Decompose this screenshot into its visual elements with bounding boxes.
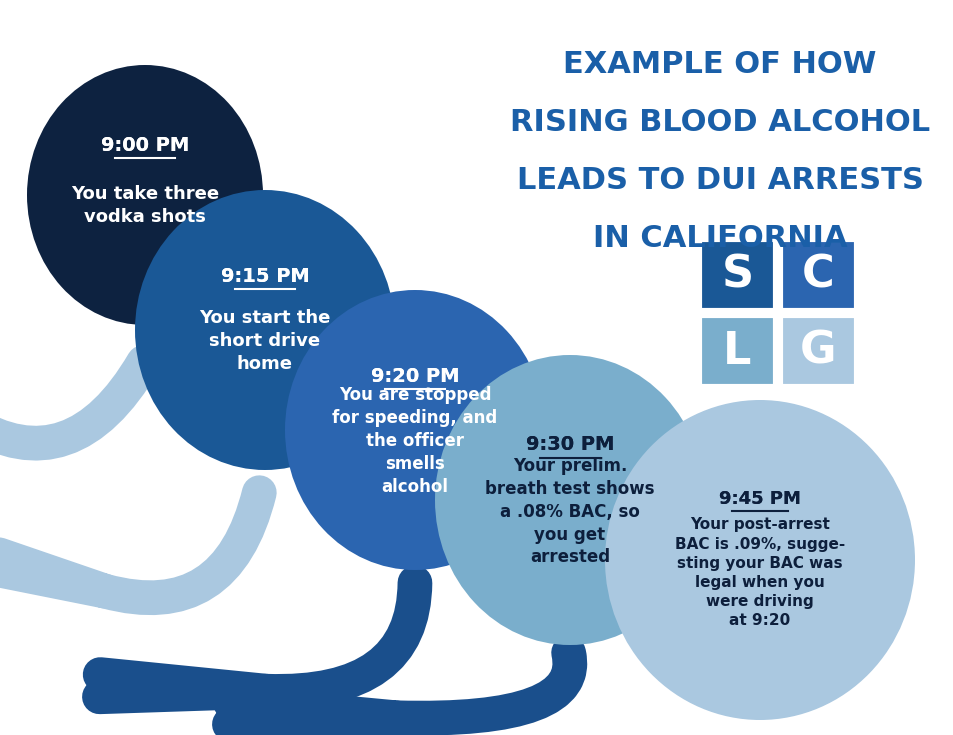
- FancyBboxPatch shape: [781, 316, 855, 386]
- Text: LEADS TO DUI ARRESTS: LEADS TO DUI ARRESTS: [516, 166, 923, 195]
- Text: 9:20 PM: 9:20 PM: [371, 368, 458, 387]
- Text: 9:15 PM: 9:15 PM: [220, 268, 309, 287]
- Text: 9:45 PM: 9:45 PM: [719, 490, 801, 508]
- Text: L: L: [722, 329, 751, 373]
- Text: G: G: [800, 329, 836, 373]
- Text: 9:30 PM: 9:30 PM: [525, 435, 614, 454]
- Ellipse shape: [285, 290, 544, 570]
- Text: RISING BLOOD ALCOHOL: RISING BLOOD ALCOHOL: [510, 108, 929, 137]
- Ellipse shape: [604, 400, 914, 720]
- Text: You start the
short drive
home: You start the short drive home: [199, 309, 331, 373]
- Text: 9:30 PM: 9:30 PM: [525, 435, 614, 454]
- Text: You are stopped
for speeding, and
the officer
smells
alcohol: You are stopped for speeding, and the of…: [332, 387, 497, 496]
- Text: C: C: [801, 254, 834, 296]
- Ellipse shape: [435, 355, 704, 645]
- FancyBboxPatch shape: [781, 240, 855, 310]
- Ellipse shape: [135, 190, 395, 470]
- Ellipse shape: [27, 65, 263, 325]
- Text: 9:15 PM: 9:15 PM: [220, 268, 309, 287]
- Text: You take three
vodka shots: You take three vodka shots: [71, 185, 219, 226]
- Text: Your prelim.
breath test shows
a .08% BAC, so
you get
arrested: Your prelim. breath test shows a .08% BA…: [485, 456, 654, 567]
- Text: Your post-arrest
BAC is .09%, sugge-
sting your BAC was
legal when you
were driv: Your post-arrest BAC is .09%, sugge- sti…: [674, 517, 844, 628]
- Text: EXAMPLE OF HOW: EXAMPLE OF HOW: [562, 50, 876, 79]
- Text: IN CALIFORNIA: IN CALIFORNIA: [592, 224, 846, 253]
- FancyBboxPatch shape: [700, 240, 774, 310]
- FancyBboxPatch shape: [700, 316, 774, 386]
- Text: 9:00 PM: 9:00 PM: [101, 136, 189, 155]
- Text: 9:45 PM: 9:45 PM: [719, 490, 801, 508]
- Text: 9:00 PM: 9:00 PM: [101, 136, 189, 155]
- Text: 9:20 PM: 9:20 PM: [371, 368, 458, 387]
- Text: S: S: [720, 254, 753, 296]
